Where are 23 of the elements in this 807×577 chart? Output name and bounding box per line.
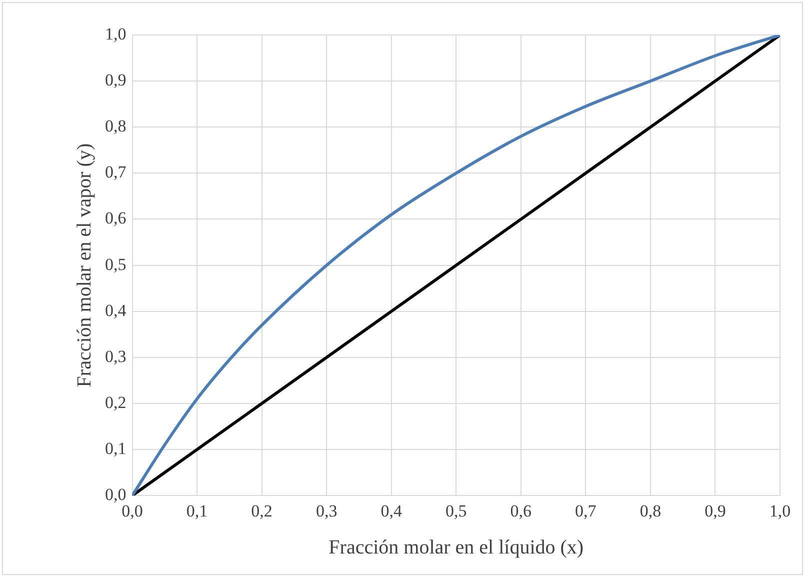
y-tick-label: 1,0 [105,24,126,44]
x-tick-label: 1,0 [769,501,791,520]
y-tick-label: 0,7 [105,162,127,182]
y-tick-label: 0,3 [105,346,126,366]
y-axis-title: Fracción molar en el vapor (y) [73,143,96,388]
x-tick-label: 0,8 [640,501,662,520]
y-tick-label: 0,4 [105,300,127,320]
y-tick-label: 0,1 [105,439,126,458]
x-tick-label: 0,1 [186,501,208,520]
y-tick-label: 0,6 [105,208,126,228]
x-tick-label: 0,9 [704,501,726,520]
x-tick-label: 0,7 [575,501,597,520]
x-tick-label: 0,3 [316,501,338,520]
y-tick-label: 0,5 [105,254,126,274]
y-tick-label: 0,8 [105,116,126,136]
x-tick-label: 0,4 [380,501,402,520]
x-tick-label: 0,6 [510,501,532,520]
y-tick-label: 0,2 [105,392,126,412]
y-tick-label: 0,9 [105,70,126,90]
x-tick-label: 0,2 [251,501,272,520]
line-series [132,35,780,496]
x-axis-title: Fracción molar en el líquido (x) [328,536,584,558]
x-tick-label: 0,5 [446,501,467,520]
